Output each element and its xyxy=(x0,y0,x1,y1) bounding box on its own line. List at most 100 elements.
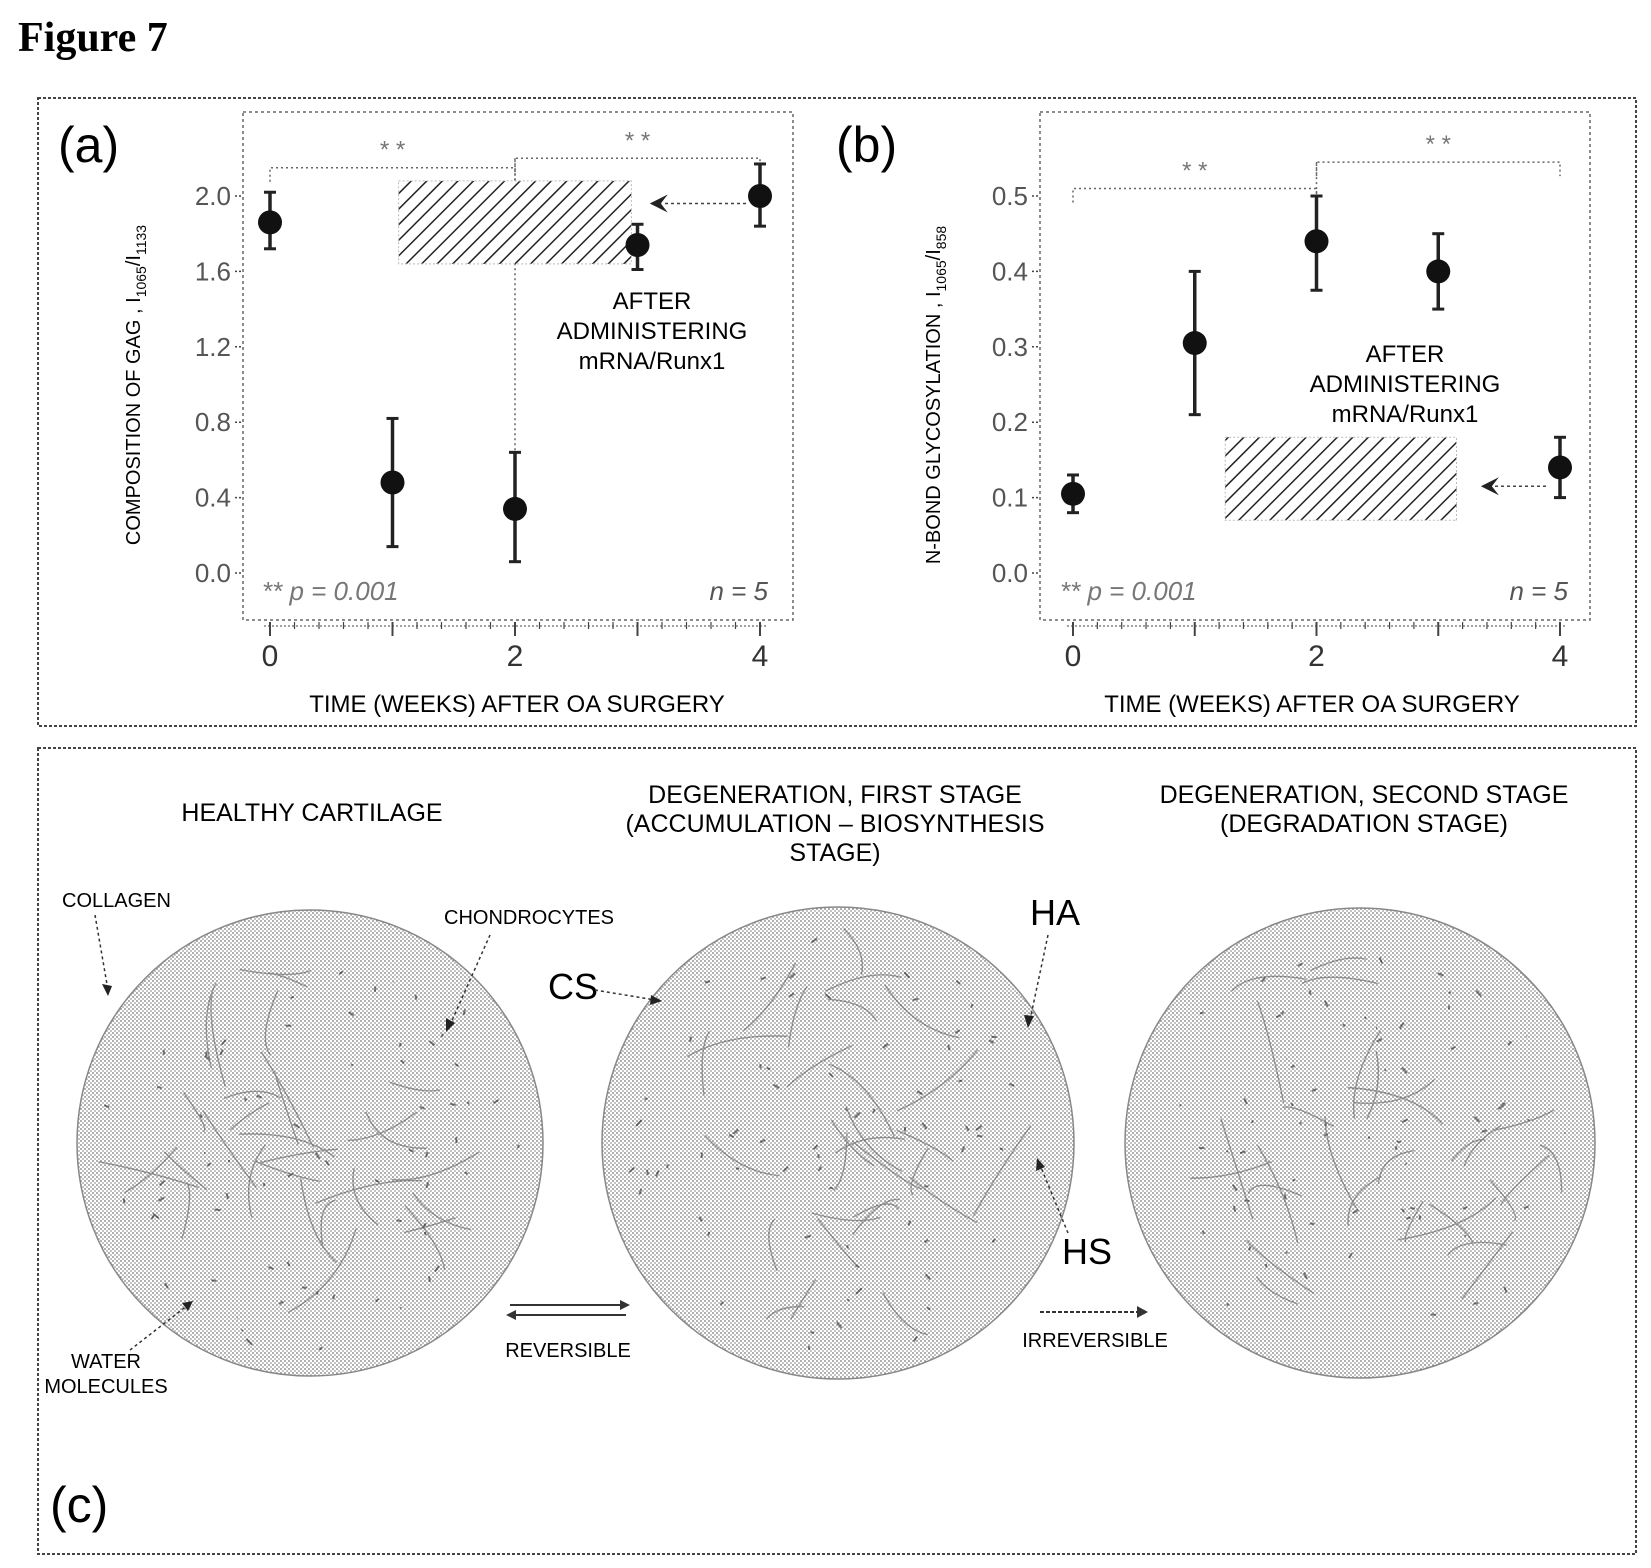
molecule-mark xyxy=(1384,1068,1387,1072)
molecule-mark xyxy=(1261,977,1266,983)
molecule-mark xyxy=(1264,1263,1268,1268)
molecule-mark xyxy=(1248,1246,1252,1251)
ha-arrowhead xyxy=(1024,1015,1034,1028)
collagen-fiber xyxy=(882,1292,928,1336)
molecule-mark xyxy=(1239,1150,1246,1155)
water-leader-line xyxy=(129,1304,189,1351)
plot-frame-a xyxy=(242,111,794,621)
collagen-fiber xyxy=(909,1176,978,1224)
molecule-mark xyxy=(332,1294,336,1300)
molecule-mark xyxy=(1481,1129,1488,1133)
collagen-fiber xyxy=(1220,1118,1254,1220)
molecule-mark xyxy=(434,1265,440,1273)
molecule-mark xyxy=(991,1238,997,1243)
molecule-mark xyxy=(1401,1118,1409,1124)
molecule-mark xyxy=(466,1101,470,1105)
collagen-fiber xyxy=(273,1071,299,1145)
molecule-mark xyxy=(158,1179,166,1187)
collagen-fiber xyxy=(896,1049,979,1112)
data-point-a-0 xyxy=(258,210,282,235)
molecule-mark xyxy=(824,993,832,1000)
molecule-mark xyxy=(408,1148,415,1153)
molecule-mark xyxy=(157,1196,165,1202)
collagen-fiber xyxy=(828,998,877,1022)
stage2-heading-line-2: (ACCUMULATION – BIOSYNTHESIS xyxy=(625,810,1044,838)
data-point-a-4 xyxy=(748,184,772,208)
x-tick-label-b-1: 2 xyxy=(1308,640,1325,673)
collagen-fiber xyxy=(1301,976,1379,985)
molecule-mark xyxy=(423,1231,427,1236)
collagen-fiber xyxy=(845,1106,903,1173)
molecule-mark xyxy=(400,1059,405,1065)
molecule-mark xyxy=(348,1011,355,1017)
molecule-mark xyxy=(318,1346,323,1351)
panel-a-ylabel: COMPOSITION OF GAG , I1065/I1133 xyxy=(123,225,149,545)
molecule-mark xyxy=(954,1029,961,1034)
molecule-mark xyxy=(1324,1000,1329,1008)
collagen-fiber xyxy=(223,1090,281,1100)
collagen-leader-line xyxy=(94,914,109,991)
molecule-mark xyxy=(425,1151,429,1158)
chart-panel-a: (a) COMPOSITION OF GAG , I1065/I1133 TIM… xyxy=(58,111,794,718)
collagen-fiber xyxy=(404,1217,456,1234)
sig-bracket-b-2 xyxy=(1315,161,1561,177)
data-point-b-1 xyxy=(1182,331,1207,356)
panel-c-frame xyxy=(37,747,1637,1555)
y-tick-label-a-5: 2.0 xyxy=(195,181,231,211)
molecule-mark xyxy=(988,1039,995,1044)
molecule-mark xyxy=(810,937,818,944)
molecule-mark xyxy=(374,1298,380,1303)
collagen-fiber xyxy=(1494,1109,1555,1131)
collagen-fiber xyxy=(347,1111,418,1142)
collagen-fiber xyxy=(352,1168,379,1226)
molecule-mark xyxy=(916,1090,923,1096)
ha-leader-line xyxy=(1029,934,1049,1021)
panel-a-annotation-line-1: AFTER xyxy=(613,288,692,315)
collagen-fiber xyxy=(391,1151,480,1181)
molecule-mark xyxy=(1281,1010,1285,1015)
collagen-fiber xyxy=(884,984,960,1039)
sig-bracket-b-1 xyxy=(1072,187,1318,203)
collagen-fiber xyxy=(239,968,311,976)
stage2-heading-line-1: DEGENERATION, FIRST STAGE xyxy=(648,781,1022,809)
molecule-mark xyxy=(975,1125,983,1131)
collagen-fiber xyxy=(1255,1276,1298,1305)
molecule-mark xyxy=(1401,1208,1405,1213)
molecule-mark xyxy=(492,1099,500,1105)
molecule-mark xyxy=(923,1238,929,1244)
molecule-mark xyxy=(1226,1302,1230,1307)
molecule-mark xyxy=(243,1097,248,1102)
molecule-mark xyxy=(419,1105,425,1110)
molecule-mark xyxy=(924,1273,931,1281)
collagen-fiber xyxy=(853,1203,900,1218)
panel-a-pvalue: ** p = 0.001 xyxy=(262,576,399,606)
y-tick-label-b-4: 0.4 xyxy=(992,256,1028,286)
y-tick-label-b-2: 0.2 xyxy=(992,407,1028,437)
collagen-fiber xyxy=(1256,1001,1285,1104)
sig-bracket-a-1 xyxy=(269,166,516,182)
label-water-line-1: WATER xyxy=(71,1351,141,1373)
second-stage-circle xyxy=(1124,907,1596,1379)
molecule-mark xyxy=(1448,990,1452,995)
molecule-mark xyxy=(635,1119,643,1127)
data-point-a-3 xyxy=(625,233,650,258)
y-tick-label-a-1: 0.4 xyxy=(195,483,231,513)
molecule-mark xyxy=(1376,1037,1383,1043)
molecule-mark xyxy=(454,1062,460,1067)
molecule-mark xyxy=(706,1231,711,1237)
collagen-fiber xyxy=(811,1212,881,1222)
collagen-fiber xyxy=(1461,1231,1514,1300)
irreversible-arrow xyxy=(1040,1306,1148,1318)
molecule-mark xyxy=(1348,1252,1353,1259)
panel-a-letter: (a) xyxy=(58,117,119,173)
molecule-mark xyxy=(646,1169,649,1176)
molecule-mark xyxy=(1283,1194,1287,1200)
molecule-mark xyxy=(1297,962,1303,967)
x-tick-label-a-0: 0 xyxy=(262,640,279,673)
molecule-mark xyxy=(828,1072,834,1078)
molecule-mark xyxy=(241,1329,244,1332)
collagen-fiber xyxy=(1282,1106,1335,1127)
molecule-mark xyxy=(278,1300,285,1305)
x-tick-label-b-2: 4 xyxy=(1552,640,1569,673)
chondrocytes-arrowhead xyxy=(446,1018,455,1032)
